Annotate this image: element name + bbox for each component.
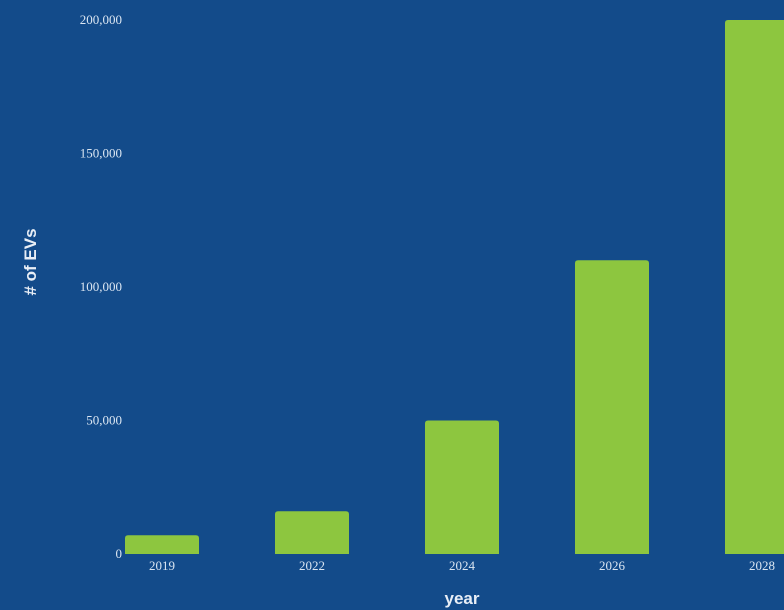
bar-2024 xyxy=(425,420,499,554)
bar-2022 xyxy=(275,511,349,554)
bars xyxy=(125,20,784,554)
y-axis-title: # of EVs xyxy=(21,228,40,295)
y-tick-label: 200,000 xyxy=(80,12,122,27)
x-tick-label: 2026 xyxy=(599,558,626,573)
y-tick-label: 100,000 xyxy=(80,279,122,294)
x-tick-label: 2019 xyxy=(149,558,175,573)
y-tick-label: 0 xyxy=(116,546,123,561)
x-axis-ticks: 2019 2022 2024 2026 2028 xyxy=(149,558,775,573)
y-axis-ticks: 0 50,000 100,000 150,000 200,000 xyxy=(80,12,122,561)
x-axis-title: year xyxy=(445,589,480,608)
bar-2028 xyxy=(725,20,784,554)
bar-2019 xyxy=(125,535,199,554)
x-tick-label: 2022 xyxy=(299,558,325,573)
bar-2026 xyxy=(575,260,649,554)
x-tick-label: 2028 xyxy=(749,558,775,573)
y-tick-label: 150,000 xyxy=(80,146,122,161)
y-tick-label: 50,000 xyxy=(86,413,122,428)
x-tick-label: 2024 xyxy=(449,558,476,573)
